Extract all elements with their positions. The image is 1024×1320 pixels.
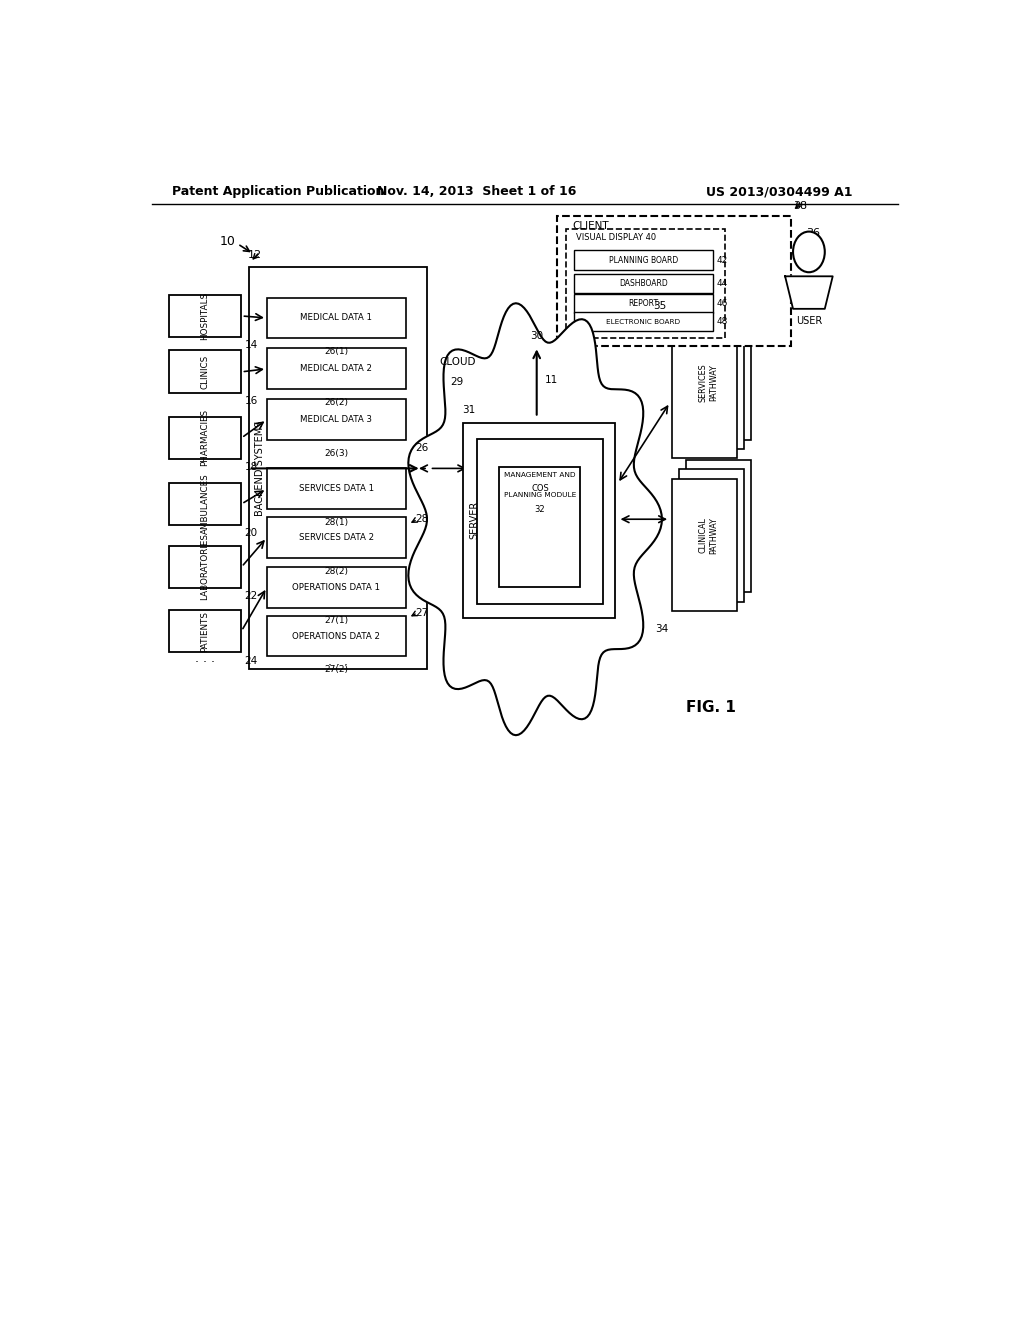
Text: 38: 38 <box>794 201 807 211</box>
FancyBboxPatch shape <box>267 517 406 558</box>
FancyBboxPatch shape <box>574 273 713 293</box>
FancyBboxPatch shape <box>267 568 406 607</box>
Text: 22: 22 <box>245 591 258 602</box>
FancyBboxPatch shape <box>686 308 751 440</box>
Text: 31: 31 <box>463 405 476 416</box>
Text: 36: 36 <box>806 227 820 238</box>
Text: FIG. 1: FIG. 1 <box>686 700 736 714</box>
FancyBboxPatch shape <box>477 440 602 603</box>
Text: CLINICS: CLINICS <box>201 355 210 389</box>
FancyBboxPatch shape <box>267 615 406 656</box>
Text: 26(1): 26(1) <box>325 347 348 356</box>
FancyBboxPatch shape <box>267 399 406 440</box>
Text: 10: 10 <box>219 235 236 248</box>
FancyBboxPatch shape <box>169 351 241 393</box>
Text: 27(1): 27(1) <box>325 616 348 626</box>
Text: 28(2): 28(2) <box>325 566 348 576</box>
Text: ELECTRONIC BOARD: ELECTRONIC BOARD <box>606 318 681 325</box>
Text: 11: 11 <box>545 375 558 385</box>
Text: OPERATIONS DATA 2: OPERATIONS DATA 2 <box>292 631 380 640</box>
FancyBboxPatch shape <box>686 461 751 593</box>
FancyBboxPatch shape <box>574 312 713 331</box>
FancyBboxPatch shape <box>679 317 743 449</box>
Polygon shape <box>409 304 662 735</box>
Text: LABORATORIES: LABORATORIES <box>201 533 210 601</box>
Text: 46: 46 <box>717 300 728 309</box>
Text: PATIENTS: PATIENTS <box>201 611 210 652</box>
Text: 24: 24 <box>245 656 258 665</box>
Text: REPORT: REPORT <box>629 300 658 309</box>
Text: . . .: . . . <box>329 655 348 668</box>
Text: 44: 44 <box>717 279 728 288</box>
Text: PHARMACIES: PHARMACIES <box>201 409 210 466</box>
Text: 27(2): 27(2) <box>325 665 348 675</box>
Polygon shape <box>785 276 833 309</box>
Text: 32: 32 <box>535 504 545 513</box>
Text: SERVER: SERVER <box>469 502 479 540</box>
Text: VISUAL DISPLAY 40: VISUAL DISPLAY 40 <box>575 234 655 242</box>
Text: SERVICES
PATHWAY: SERVICES PATHWAY <box>698 363 718 403</box>
Text: 48: 48 <box>717 317 728 326</box>
Text: PLANNING BOARD: PLANNING BOARD <box>609 256 678 264</box>
FancyBboxPatch shape <box>557 216 791 346</box>
FancyBboxPatch shape <box>169 610 241 652</box>
FancyBboxPatch shape <box>672 326 736 458</box>
FancyBboxPatch shape <box>500 467 581 587</box>
Text: USER: USER <box>796 315 822 326</box>
FancyBboxPatch shape <box>574 251 713 269</box>
Text: 14: 14 <box>245 341 258 350</box>
Text: CLOUD: CLOUD <box>439 356 475 367</box>
Text: 26(3): 26(3) <box>325 449 348 458</box>
Text: Nov. 14, 2013  Sheet 1 of 16: Nov. 14, 2013 Sheet 1 of 16 <box>378 185 577 198</box>
Text: . . .: . . . <box>195 652 215 665</box>
Text: 26(2): 26(2) <box>325 397 348 407</box>
FancyBboxPatch shape <box>169 483 241 525</box>
FancyBboxPatch shape <box>574 294 713 313</box>
FancyBboxPatch shape <box>267 297 406 338</box>
Text: 12: 12 <box>248 249 262 260</box>
Text: CLIENT: CLIENT <box>572 222 609 231</box>
FancyBboxPatch shape <box>672 479 736 611</box>
Text: 16: 16 <box>245 396 258 407</box>
FancyBboxPatch shape <box>267 469 406 510</box>
FancyBboxPatch shape <box>169 294 241 338</box>
Text: COS: COS <box>531 484 549 494</box>
Text: 20: 20 <box>245 528 258 539</box>
Text: HOSPITALS: HOSPITALS <box>201 292 210 341</box>
Text: SERVICES DATA 1: SERVICES DATA 1 <box>299 484 374 494</box>
Text: OPERATIONS DATA 1: OPERATIONS DATA 1 <box>292 583 380 591</box>
Text: 35: 35 <box>653 301 667 310</box>
FancyBboxPatch shape <box>249 267 427 669</box>
Circle shape <box>793 231 824 272</box>
Text: 29: 29 <box>451 378 464 387</box>
FancyBboxPatch shape <box>267 348 406 389</box>
Text: PLANNING MODULE: PLANNING MODULE <box>504 492 577 498</box>
Text: MANAGEMENT AND: MANAGEMENT AND <box>504 473 575 478</box>
Text: 26: 26 <box>415 444 428 453</box>
FancyBboxPatch shape <box>169 545 241 589</box>
Text: US 2013/0304499 A1: US 2013/0304499 A1 <box>706 185 852 198</box>
Text: MEDICAL DATA 3: MEDICAL DATA 3 <box>300 414 373 424</box>
Text: BACKEND SYSTEMS: BACKEND SYSTEMS <box>255 420 265 516</box>
Text: Patent Application Publication: Patent Application Publication <box>172 185 384 198</box>
Text: DASHBOARD: DASHBOARD <box>620 279 668 288</box>
Text: 18: 18 <box>245 462 258 473</box>
Text: 34: 34 <box>655 624 669 634</box>
Text: SERVICES DATA 2: SERVICES DATA 2 <box>299 533 374 543</box>
Text: MEDICAL DATA 1: MEDICAL DATA 1 <box>300 313 373 322</box>
FancyBboxPatch shape <box>679 470 743 602</box>
FancyBboxPatch shape <box>169 417 241 459</box>
FancyBboxPatch shape <box>566 228 725 338</box>
FancyBboxPatch shape <box>463 422 615 618</box>
Text: AMBULANCES: AMBULANCES <box>201 474 210 535</box>
Text: 28: 28 <box>415 515 428 524</box>
Text: 30: 30 <box>530 331 544 342</box>
Text: 28(1): 28(1) <box>325 517 348 527</box>
Text: CLINICAL
PATHWAY: CLINICAL PATHWAY <box>698 517 718 554</box>
Text: 42: 42 <box>717 256 728 264</box>
Text: 27: 27 <box>415 607 428 618</box>
Text: MEDICAL DATA 2: MEDICAL DATA 2 <box>300 364 373 374</box>
